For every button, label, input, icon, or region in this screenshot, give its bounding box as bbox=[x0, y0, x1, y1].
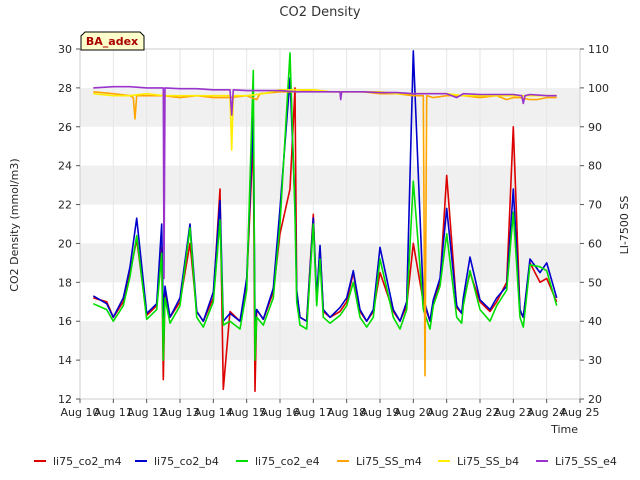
x-tick-label: Aug 14 bbox=[194, 406, 233, 419]
y2-tick-label: 80 bbox=[588, 160, 602, 173]
x-axis-label: Time bbox=[550, 423, 578, 436]
y-tick-label: 22 bbox=[58, 199, 72, 212]
y-tick-label: 26 bbox=[58, 121, 72, 134]
y2-tick-label: 110 bbox=[588, 43, 609, 56]
legend-label-Li75_SS_m4: Li75_SS_m4 bbox=[356, 455, 422, 468]
series-line-li75_co2_e4 bbox=[92, 52, 558, 361]
x-tick-label: Aug 25 bbox=[561, 406, 600, 419]
plot-frame bbox=[79, 48, 581, 400]
x-tick-label: Aug 21 bbox=[427, 406, 466, 419]
series-line-Li75_SS_b4 bbox=[93, 89, 557, 151]
y-tick-label: 20 bbox=[58, 237, 72, 250]
legend-label-li75_co2_m4: li75_co2_m4 bbox=[53, 455, 122, 468]
x-tick-label: Aug 12 bbox=[127, 406, 166, 419]
chart-title: CO2 Density bbox=[279, 5, 360, 20]
x-tick-label: Aug 18 bbox=[327, 406, 366, 419]
y2-tick-label: 40 bbox=[588, 315, 602, 328]
x-tick-label: Aug 24 bbox=[527, 406, 566, 419]
y-axis-label: CO2 Density (mmol/m3) bbox=[8, 158, 21, 291]
x-tick-label: Aug 11 bbox=[94, 406, 133, 419]
x-tick-label: Aug 10 bbox=[61, 406, 100, 419]
badge-box bbox=[80, 31, 145, 51]
y-tick-label: 12 bbox=[58, 393, 72, 406]
badge-label: BA_adex bbox=[86, 35, 138, 48]
y-tick-label: 24 bbox=[58, 160, 72, 173]
legend-label-Li75_SS_b4: Li75_SS_b4 bbox=[457, 455, 519, 468]
x-tick-label: Aug 15 bbox=[227, 406, 266, 419]
x-tick-label: Aug 13 bbox=[161, 406, 200, 419]
y2-tick-label: 20 bbox=[588, 393, 602, 406]
x-tick-label: Aug 19 bbox=[361, 406, 400, 419]
series-line-Li75_SS_e4 bbox=[93, 85, 557, 280]
grid-band bbox=[80, 321, 580, 361]
y2-tick-label: 30 bbox=[588, 354, 602, 367]
x-tick-label: Aug 17 bbox=[294, 406, 333, 419]
grid-band bbox=[80, 165, 580, 205]
site-badge: BA_adex bbox=[80, 31, 145, 51]
y2-tick-label: 90 bbox=[588, 121, 602, 134]
legend-label-Li75_SS_e4: Li75_SS_e4 bbox=[555, 455, 617, 468]
legend-label-li75_co2_e4: li75_co2_e4 bbox=[255, 455, 320, 468]
y-tick-label: 16 bbox=[58, 315, 72, 328]
y2-tick-label: 60 bbox=[588, 237, 602, 250]
x-tick-label: Aug 23 bbox=[494, 406, 533, 419]
legend: li75_co2_m4 li75_co2_b4 li75_co2_e4 Li75_SS… bbox=[34, 455, 617, 468]
y-tick-label: 14 bbox=[58, 354, 72, 367]
y2-axis-label: LI-7500 SS bbox=[618, 196, 631, 255]
y2-tick-label: 50 bbox=[588, 276, 602, 289]
y-tick-label: 18 bbox=[58, 276, 72, 289]
y-tick-label: 30 bbox=[58, 43, 72, 56]
x-tick-label: Aug 22 bbox=[461, 406, 500, 419]
y-tick-label: 28 bbox=[58, 82, 72, 95]
legend-label-li75_co2_b4: li75_co2_b4 bbox=[154, 455, 219, 468]
x-tick-label: Aug 20 bbox=[394, 406, 433, 419]
y2-tick-label: 70 bbox=[588, 199, 602, 212]
grid-band bbox=[80, 243, 580, 283]
y2-tick-label: 100 bbox=[588, 82, 609, 95]
x-tick-label: Aug 16 bbox=[261, 406, 300, 419]
